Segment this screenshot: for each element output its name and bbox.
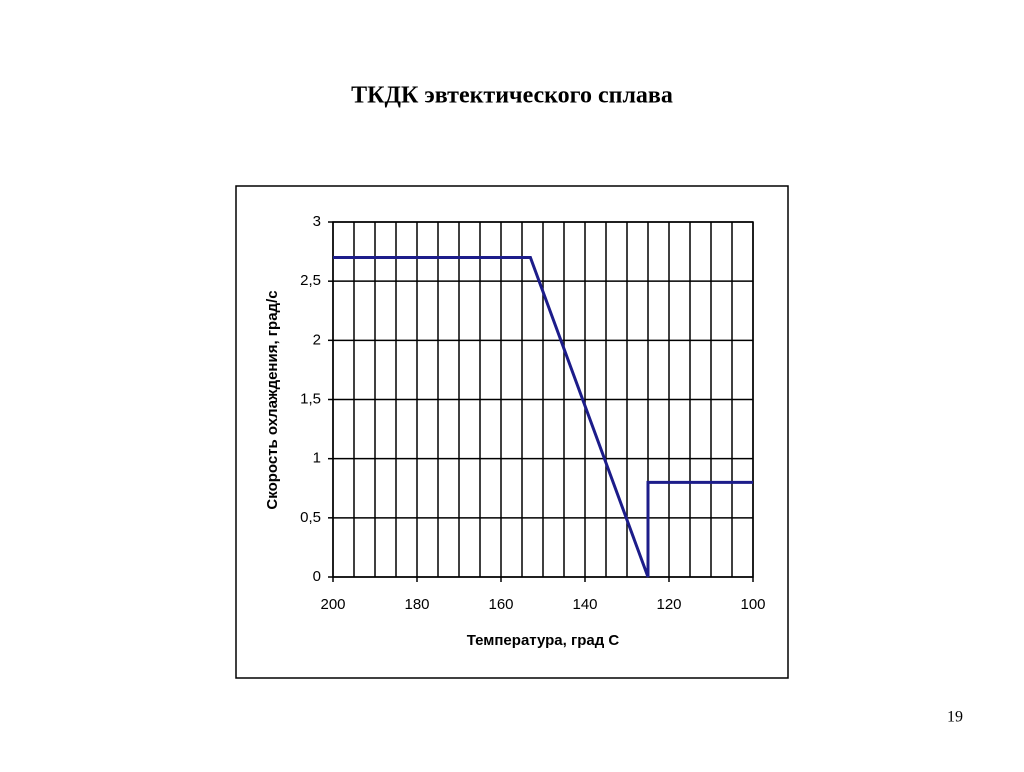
chart-frame	[235, 185, 789, 679]
y-axis-label: Скорость охлаждения, град/с	[264, 290, 281, 509]
y-tick-label: 1	[313, 450, 321, 467]
plot: 0 0,5 1 1,5 2 2,5 3 200 180 160 140 120 100	[300, 213, 765, 613]
y-tick-label: 0	[313, 568, 321, 585]
plot-area	[332, 221, 754, 578]
y-tick-label: 0,5	[300, 509, 321, 526]
x-tick-label: 100	[740, 596, 765, 613]
y-tick-label: 2,5	[300, 272, 321, 289]
y-tick-label: 2	[313, 331, 321, 348]
x-tick-label: 140	[572, 596, 597, 613]
x-tick-label: 160	[488, 596, 513, 613]
x-tick-label: 180	[404, 596, 429, 613]
y-tick-label: 1,5	[300, 390, 321, 407]
x-axis-label: Температура, град С	[467, 632, 620, 649]
page-number: 19	[947, 709, 963, 726]
x-tick-label: 120	[656, 596, 681, 613]
data-line	[333, 256, 753, 578]
y-tick-label: 3	[313, 213, 321, 230]
x-tick-label: 200	[320, 596, 345, 613]
slide-title: ТКДК эвтектического сплава	[351, 83, 673, 109]
